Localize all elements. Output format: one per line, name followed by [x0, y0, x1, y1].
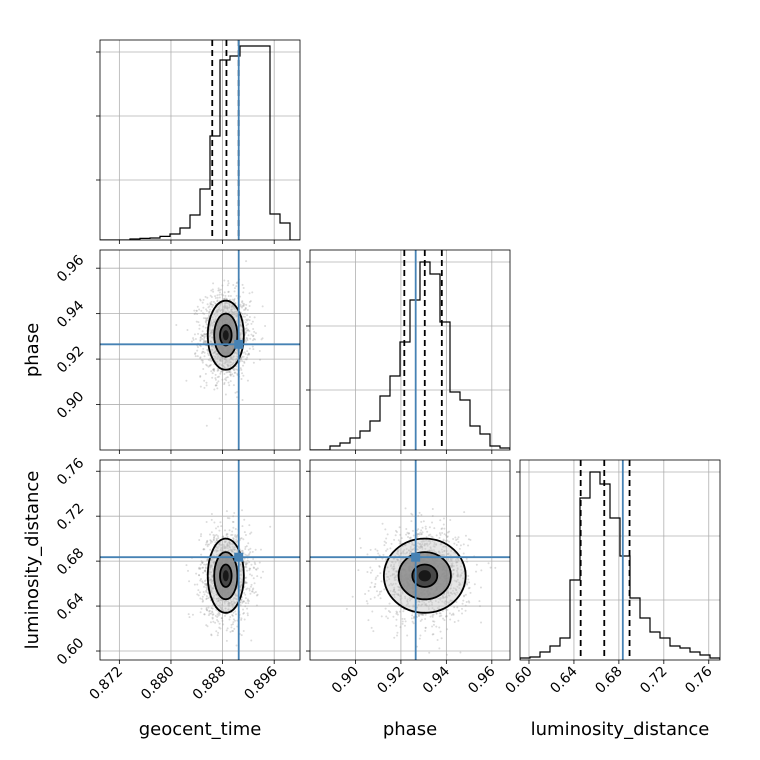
scatter-geocent_time-vs-luminosity_distance-ytick-label: 0.60	[54, 635, 87, 668]
scatter-geocent_time-vs-luminosity_distance-xtick-label: 0.872	[87, 664, 127, 704]
scatter-phase-vs-luminosity_distance-contour-0	[411, 563, 439, 588]
scatter-geocent_time-vs-luminosity_distance-ytick-label: 0.64	[54, 590, 87, 623]
scatter-geocent_time-vs-phase-frame	[99, 249, 301, 451]
scatter-phase-vs-luminosity_distance-xtick-label: 0.90	[329, 664, 362, 697]
hist-luminosity_distance: 0.60 0.64 0.68 0.72 0.76	[502, 459, 721, 697]
hist-phase-bars	[310, 250, 510, 450]
scatter-geocent_time-vs-luminosity_distance-density-3	[222, 570, 229, 582]
scatter-phase-vs-luminosity_distance-xtick-label: 0.96	[465, 663, 498, 696]
hist-luminosity_distance-xtick-label: 0.76	[682, 663, 715, 696]
scatter-geocent_time-vs-phase-density-3	[222, 330, 229, 341]
scatter-phase-vs-luminosity_distance-xtick-label: 0.94	[420, 663, 453, 696]
hist-luminosity_distance-bars	[520, 460, 720, 660]
scatter-geocent_time-vs-luminosity_distance-contour-0	[219, 563, 233, 588]
scatter-geocent_time-vs-phase-truth-marker	[234, 339, 244, 349]
hist-luminosity_distance-step	[520, 471, 720, 660]
scatter-phase-vs-luminosity_distance-contour-2	[382, 537, 467, 614]
hist-luminosity_distance-xtick-label: 0.72	[637, 664, 670, 697]
scatter-geocent_time-vs-phase-contour-0	[219, 324, 233, 347]
hist-phase-step	[310, 261, 510, 450]
scatter-geocent_time-vs-luminosity_distance-contour-1	[213, 551, 239, 601]
scatter-geocent_time-vs-luminosity_distance-xtick-label: 0.880	[138, 664, 178, 704]
scatter-geocent_time-vs-phase-ytick-label: 0.92	[54, 343, 87, 376]
scatter-geocent_time-vs-phase-ytick-label: 0.90	[54, 389, 87, 422]
scatter-phase-vs-luminosity_distance-contour-1	[397, 551, 452, 601]
scatter-geocent_time-vs-luminosity_distance-ytick-label: 0.76	[54, 455, 87, 488]
hist-phase	[306, 249, 511, 454]
scatter-phase-vs-luminosity_distance-truth-marker	[411, 552, 421, 562]
scatter-geocent_time-vs-luminosity_distance-xtick-label: 0.888	[190, 664, 230, 704]
hist-geocent_time-frame	[99, 39, 301, 241]
scatter-geocent_time-vs-luminosity_distance-ytick-label: 0.68	[54, 545, 87, 578]
scatter-geocent_time-vs-luminosity_distance-frame	[99, 459, 301, 661]
scatter-geocent_time-vs-phase-ytick-label: 0.94	[54, 298, 87, 331]
scatter-geocent_time-vs-phase-contour-2	[206, 299, 245, 371]
scatter-geocent_time-vs-phase: 0.90 0.92 0.94 0.96	[54, 249, 301, 454]
xlabel-phase: phase	[383, 719, 437, 740]
scatter-phase-vs-luminosity_distance-frame	[309, 459, 511, 661]
hist-luminosity_distance-xtick-label: 0.60	[502, 664, 535, 697]
scatter-geocent_time-vs-luminosity_distance-ytick-label: 0.72	[54, 500, 87, 533]
hist-luminosity_distance-xtick-label: 0.64	[547, 663, 580, 696]
scatter-phase-vs-luminosity_distance-xtick-label: 0.92	[374, 664, 407, 697]
scatter-phase-vs-luminosity_distance-density-3	[418, 570, 432, 582]
scatter-geocent_time-vs-phase-contour-1	[213, 312, 239, 358]
scatter-geocent_time-vs-luminosity_distance-truth-marker	[234, 552, 244, 562]
hist-phase-frame	[309, 249, 511, 451]
hist-geocent_time-bars	[100, 40, 300, 240]
ylabel-luminosity_distance: luminosity_distance	[22, 471, 43, 650]
hist-geocent_time-step	[100, 45, 300, 240]
xlabel-luminosity_distance: luminosity_distance	[531, 719, 710, 740]
hist-geocent_time	[96, 39, 301, 244]
scatter-geocent_time-vs-luminosity_distance-contour-2	[206, 537, 245, 614]
hist-luminosity_distance-frame	[519, 459, 721, 661]
ylabel-phase: phase	[22, 323, 43, 377]
scatter-phase-vs-luminosity_distance: 0.90 0.92 0.94 0.96	[306, 459, 511, 697]
hist-luminosity_distance-xtick-label: 0.68	[592, 664, 625, 697]
xlabel-geocent_time: geocent_time	[139, 719, 262, 740]
scatter-geocent_time-vs-luminosity_distance-xtick-label: 0.896	[241, 663, 281, 703]
scatter-geocent_time-vs-luminosity_distance: 0.872 0.880 0.888 0.896 0.60 0.64 0.68 0.72 0.76	[54, 455, 301, 704]
scatter-geocent_time-vs-phase-ytick-label: 0.96	[54, 252, 87, 285]
